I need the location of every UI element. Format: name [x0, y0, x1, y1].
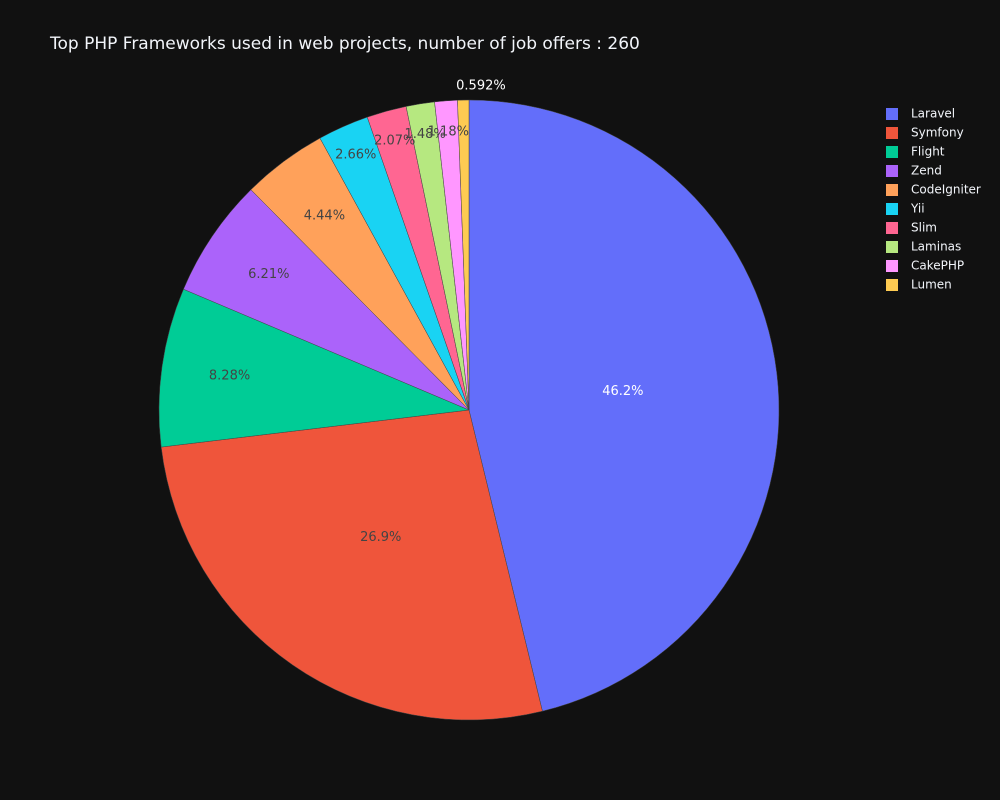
legend-label-lumen: Lumen: [911, 278, 952, 292]
slice-label-zend: 6.21%: [248, 267, 289, 282]
slices-layer: [158, 99, 780, 721]
slice-label-slim: 2.07%: [374, 134, 415, 149]
legend-label-laravel: Laravel: [911, 107, 955, 121]
legend-swatch-zend: [886, 165, 898, 177]
legend-item-cakephp[interactable]: CakePHP: [886, 259, 964, 273]
slice-label-flight: 8.28%: [209, 369, 250, 384]
slice-label-laminas: 1.48%: [404, 127, 445, 142]
legend-item-flight[interactable]: Flight: [886, 145, 945, 159]
slice-label-lumen: 0.592%: [456, 79, 506, 94]
legend: Laravel Symfony Flight Zend CodeIgniter Yii Sl…: [886, 107, 981, 292]
legend-swatch-laminas: [886, 241, 898, 253]
legend-swatch-yii: [886, 203, 898, 215]
legend-label-laminas: Laminas: [911, 240, 961, 254]
legend-label-yii: Yii: [910, 202, 925, 216]
legend-item-yii[interactable]: Yii: [886, 202, 925, 216]
legend-item-lumen[interactable]: Lumen: [886, 278, 952, 292]
slice-label-yii: 2.66%: [335, 148, 376, 163]
legend-label-cakephp: CakePHP: [911, 259, 964, 273]
pie-slice-laravel[interactable]: [468, 99, 780, 712]
pie-slice-flight[interactable]: [158, 288, 470, 448]
legend-item-symfony[interactable]: Symfony: [886, 126, 964, 140]
legend-label-codeigniter: CodeIgniter: [911, 183, 981, 197]
slice-label-codeigniter: 4.44%: [304, 209, 345, 224]
slice-label-laravel: 46.2%: [602, 384, 643, 399]
labels-layer: 46.2% 26.9% 8.28% 6.21% 4.44% 2.66%2.07%1.48%…: [209, 79, 644, 545]
legend-item-laravel[interactable]: Laravel: [886, 107, 955, 121]
legend-label-symfony: Symfony: [911, 126, 964, 140]
legend-label-slim: Slim: [911, 221, 937, 235]
legend-swatch-lumen: [886, 279, 898, 291]
legend-label-flight: Flight: [911, 145, 945, 159]
legend-item-slim[interactable]: Slim: [886, 221, 937, 235]
chart-title: Top PHP Frameworks used in web projects,…: [50, 34, 640, 54]
legend-label-zend: Zend: [911, 164, 942, 178]
slice-label-symfony: 26.9%: [360, 530, 401, 545]
legend-swatch-flight: [886, 146, 898, 158]
legend-swatch-slim: [886, 222, 898, 234]
pie-slice-zend[interactable]: [183, 189, 470, 411]
legend-item-zend[interactable]: Zend: [886, 164, 942, 178]
legend-item-codeigniter[interactable]: CodeIgniter: [886, 183, 981, 197]
pie-slice-lumen[interactable]: [457, 99, 470, 411]
slice-label-cakephp: 1.18%: [428, 124, 469, 139]
legend-swatch-codeigniter: [886, 184, 898, 196]
legend-swatch-symfony: [886, 127, 898, 139]
pie-slice-symfony[interactable]: [160, 409, 543, 721]
legend-swatch-laravel: [886, 108, 898, 120]
legend-swatch-cakephp: [886, 260, 898, 272]
legend-item-laminas[interactable]: Laminas: [886, 240, 961, 254]
